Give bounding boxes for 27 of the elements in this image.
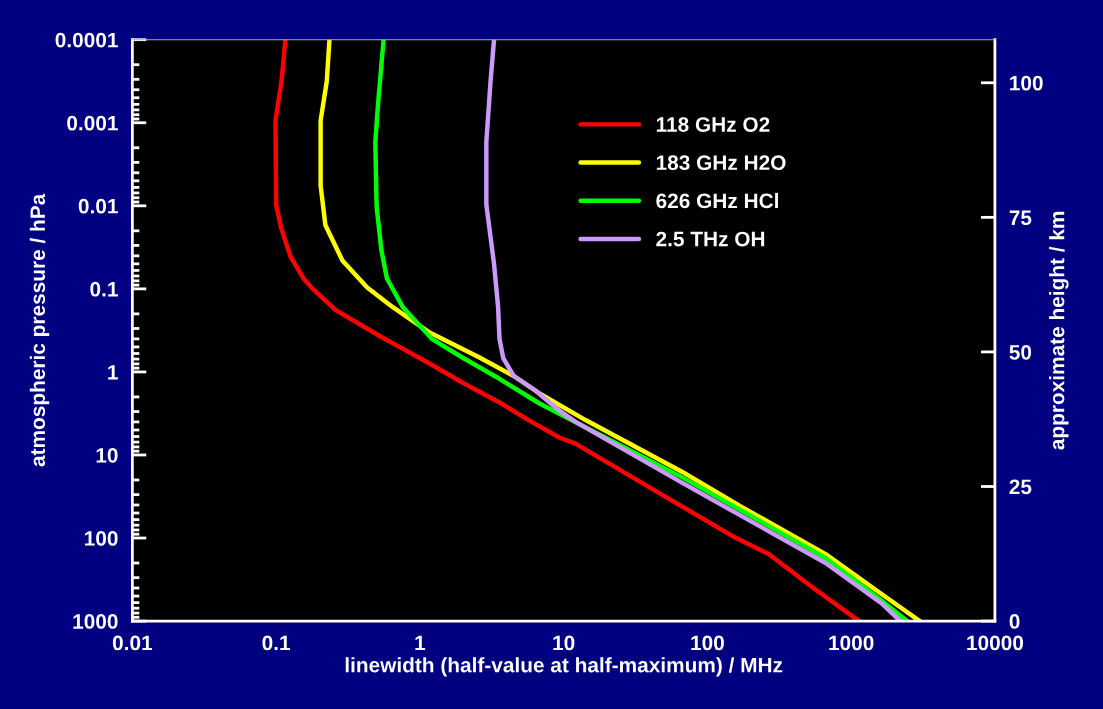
- legend-label: 2.5 THz OH: [656, 231, 765, 247]
- x-tick-label: 10000: [967, 635, 1024, 651]
- x-tick-label: 0.1: [262, 635, 291, 651]
- y2-tick-label: 25: [1009, 479, 1032, 495]
- y2-tick-label: 75: [1009, 210, 1032, 226]
- y-tick-label: 10: [96, 447, 118, 463]
- x-tick-label: 0.01: [112, 635, 153, 651]
- x-tick-label: 1000: [829, 635, 874, 651]
- x-tick-label: 100: [691, 635, 724, 651]
- y-tick-label: 1000: [73, 614, 118, 629]
- y-tick-label: 0.01: [78, 198, 118, 214]
- legend-label: 626 GHz HCl: [656, 192, 778, 209]
- y-tick-label: 1: [108, 365, 118, 380]
- y2-axis-title: approximate height / km: [1049, 211, 1069, 450]
- x-axis-title: linewidth (half-value at half-maximum) / MHz: [345, 657, 783, 677]
- y-tick-label: 0.0001: [55, 32, 118, 48]
- y-tick-label: 0.001: [67, 115, 118, 131]
- legend-label: 118 GHz O2: [656, 117, 770, 132]
- y-axis-title: atmospheric pressure / hPa: [29, 193, 50, 467]
- y2-tick-label: 100: [1010, 75, 1043, 91]
- y2-tick-label: 0: [1009, 614, 1020, 629]
- x-tick-label: 1: [415, 635, 426, 651]
- legend-label: 183 GHz H2O: [656, 155, 786, 171]
- y2-tick-label: 50: [1009, 344, 1032, 360]
- y-tick-label: 100: [85, 531, 118, 546]
- x-tick-label: 10: [553, 635, 575, 651]
- y-tick-label: 0.1: [90, 281, 118, 297]
